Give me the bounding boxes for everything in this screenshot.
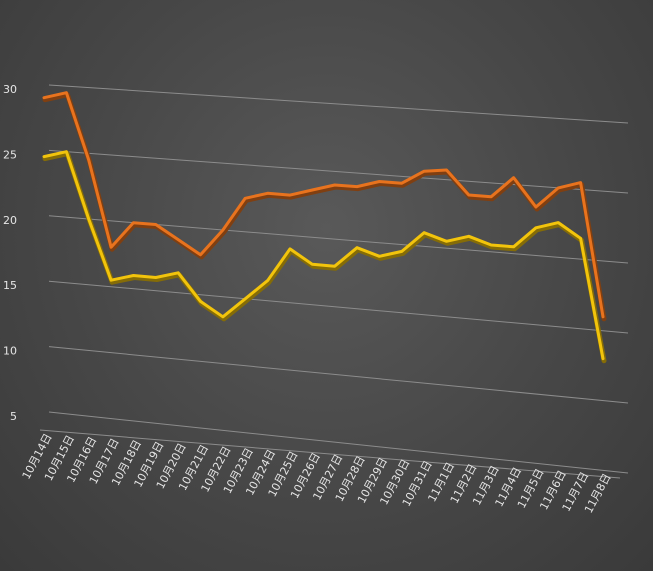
y-tick-label: 25	[3, 148, 17, 161]
x-axis-line	[39, 429, 621, 479]
series-line-1	[42, 91, 605, 319]
y-tick-label: 15	[3, 279, 17, 292]
series-line-2	[42, 150, 605, 361]
y-tick-label: 30	[3, 83, 17, 96]
gridline	[48, 149, 629, 194]
y-tick-label: 10	[3, 345, 17, 358]
series-line-shadow	[42, 92, 607, 322]
series-line-shadow	[42, 151, 607, 364]
x-axis: 10月14日10月15日10月16日10月17日10月18日10月19日10月2…	[20, 429, 621, 515]
gridline	[48, 411, 629, 474]
y-tick-label: 5	[10, 410, 17, 423]
gridline	[48, 280, 629, 334]
series-lines	[42, 91, 607, 364]
y-tick-label: 20	[3, 214, 17, 227]
gridline	[48, 346, 629, 404]
y-axis: 5 10 15 20 25 30	[3, 83, 17, 423]
gridline	[48, 84, 629, 124]
